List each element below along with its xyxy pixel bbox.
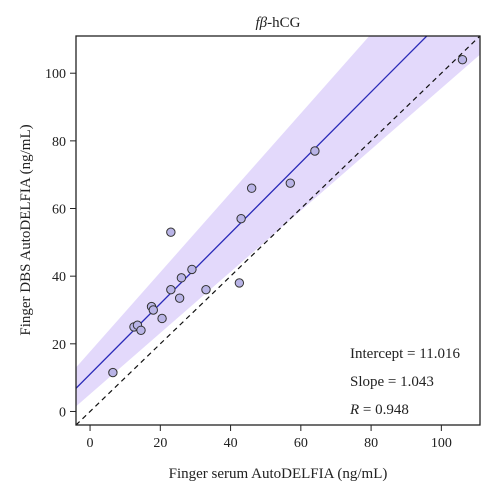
- data-point: [234, 278, 245, 288]
- data-point: [157, 313, 167, 324]
- x-tick-label: 80: [364, 436, 378, 451]
- x-tick-label: 40: [224, 436, 238, 451]
- x-axis-label: Finger serum AutoDELFIA (ng/mL): [169, 466, 388, 482]
- identity-line: [76, 36, 480, 425]
- data-points: [108, 54, 468, 378]
- y-tick-label: 40: [52, 270, 66, 285]
- x-tick-label: 60: [294, 436, 308, 451]
- title-beta: β: [259, 15, 268, 31]
- y-axis-ticks: 0 20 40 60 80 100: [45, 67, 76, 420]
- y-tick-label: 60: [52, 203, 66, 218]
- data-point: [108, 367, 118, 378]
- data-point: [174, 293, 185, 303]
- data-point: [236, 213, 246, 224]
- y-tick-label: 20: [52, 338, 66, 353]
- x-tick-label: 100: [431, 436, 452, 451]
- chart-title: fβ-hCG: [256, 15, 301, 31]
- regression-line: [76, 36, 428, 389]
- x-tick-label: 0: [87, 436, 94, 451]
- data-point: [310, 146, 320, 156]
- r-stat-value: = 0.948: [359, 402, 409, 418]
- title-prefix: f: [256, 15, 262, 31]
- intercept-stat: Intercept = 11.016: [350, 346, 460, 362]
- confidence-band: [76, 36, 480, 407]
- slope-stat: Slope = 1.043: [350, 374, 434, 390]
- x-tick-label: 20: [153, 436, 167, 451]
- plot-frame: [75, 35, 481, 426]
- title-suffix: -hCG: [267, 15, 301, 31]
- y-tick-label: 0: [59, 405, 66, 420]
- data-point: [246, 183, 257, 193]
- x-axis-ticks: 0 20 40 60 80 100: [87, 425, 452, 451]
- data-point: [136, 325, 146, 335]
- data-point: [285, 178, 295, 188]
- data-point: [176, 273, 187, 283]
- y-tick-label: 100: [45, 67, 66, 82]
- data-point: [148, 305, 158, 315]
- r-stat-label: R: [349, 402, 359, 418]
- y-axis-label: Finger DBS AutoDELFIA (ng/mL): [18, 124, 34, 335]
- data-point: [166, 227, 176, 237]
- data-point: [201, 284, 211, 295]
- y-tick-label: 80: [52, 135, 66, 150]
- data-point: [187, 264, 197, 275]
- data-point: [457, 54, 468, 65]
- r-stat: R = 0.948: [349, 402, 409, 418]
- data-point: [166, 284, 176, 295]
